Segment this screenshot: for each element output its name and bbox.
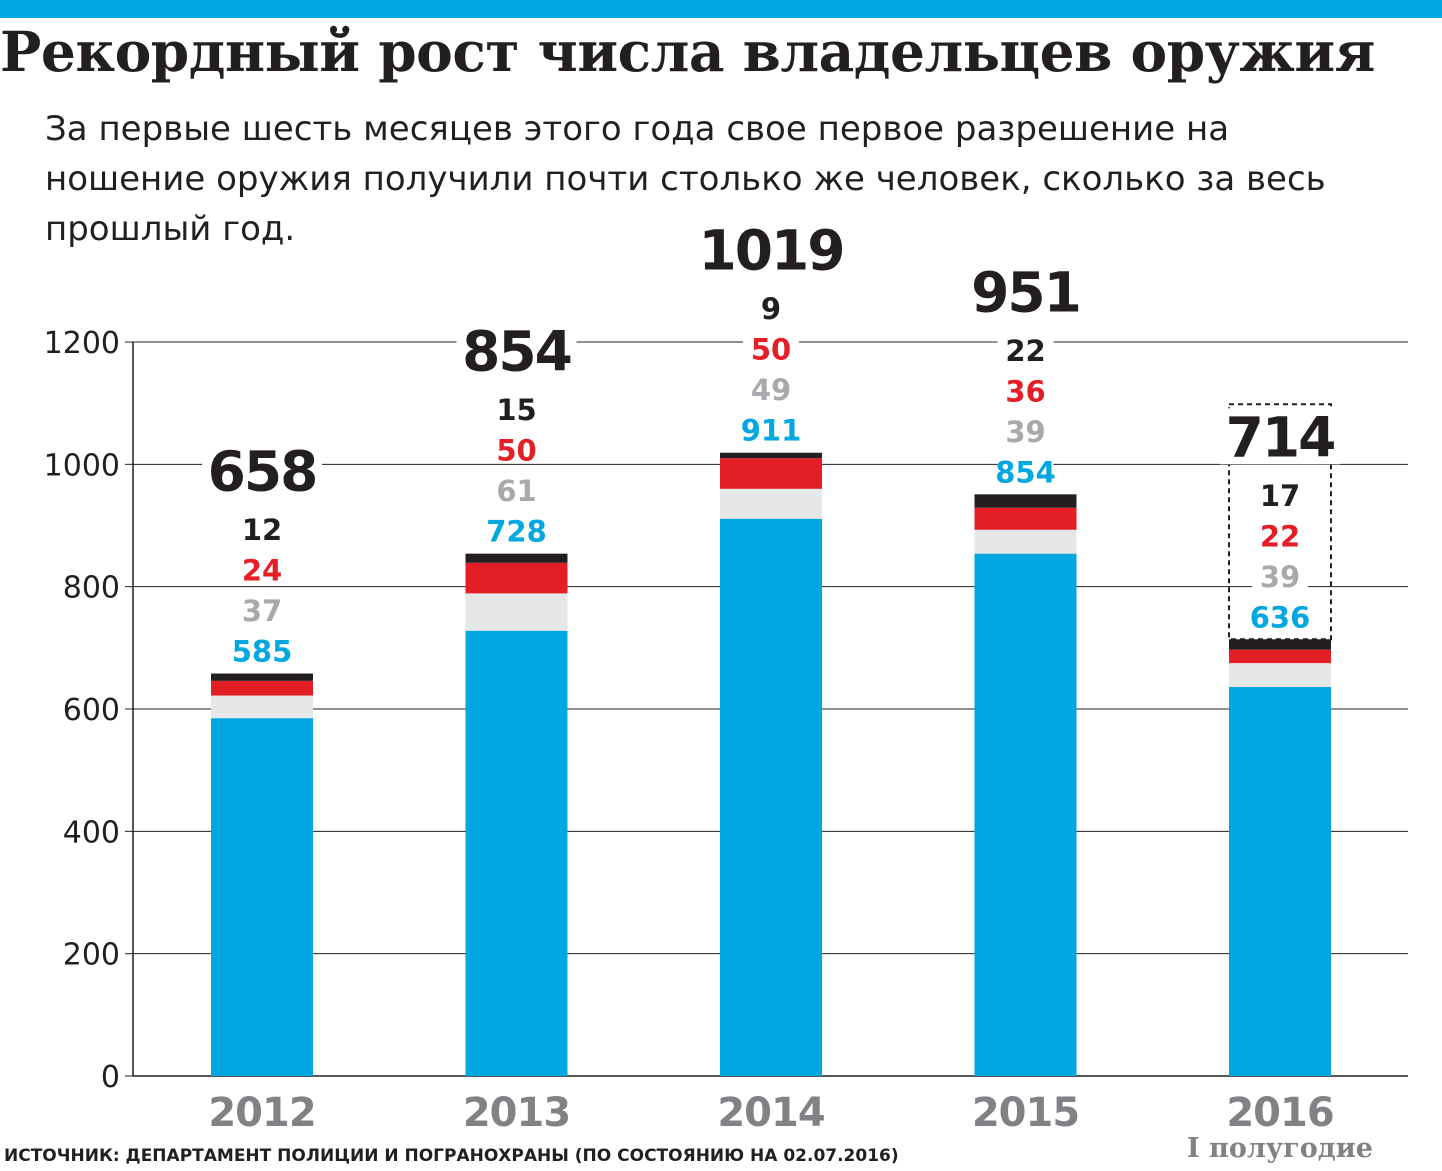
value-label-2016-s1: 39 [1260, 560, 1300, 594]
value-label-2016-s0: 636 [1250, 600, 1311, 634]
x-tick-label-2012: 2012 [208, 1090, 315, 1136]
bar-segment-2015-s3 [974, 494, 1077, 508]
total-backdrop [1220, 408, 1340, 465]
total-label-2013: 854 [462, 320, 571, 384]
chart-subtitle: За первые шесть месяцев этого года свое … [45, 109, 1326, 249]
total-backdrop [456, 322, 577, 379]
label-backdrop [1252, 560, 1308, 593]
x-tick-label-2015: 2015 [972, 1090, 1079, 1136]
x-tick-label-2016: 2016 [1226, 1090, 1333, 1136]
bar-segment-2012-s2 [211, 680, 313, 696]
chart-title: Рекордный рост числа владельцев оружия [0, 19, 1375, 84]
bar-segment-2015-s1 [974, 529, 1077, 554]
value-label-2015-s3: 22 [1005, 334, 1045, 368]
total-backdrop [965, 263, 1086, 320]
value-label-2012-s3: 12 [242, 513, 282, 547]
value-label-2012-s0: 585 [232, 635, 293, 669]
y-tick-label-0: 0 [101, 1060, 120, 1095]
y-tick-label-200: 200 [63, 938, 120, 973]
bar-segment-2013-s0 [465, 630, 568, 1076]
value-label-2015-s0: 854 [995, 455, 1056, 489]
value-label-2014-s2: 50 [751, 333, 791, 367]
value-label-2013-s1: 61 [496, 474, 536, 508]
value-label-2016-s3: 17 [1260, 479, 1300, 513]
bar-segment-2016-s0 [1229, 686, 1331, 1076]
bar-segment-2012-s3 [211, 673, 313, 681]
source-note: ИСТОЧНИК: ДЕПАРТАМЕНТ ПОЛИЦИИ И ПОГРАНОХ… [4, 1146, 899, 1166]
label-backdrop [743, 333, 799, 366]
value-label-2014-s3: 9 [761, 292, 781, 326]
value-label-2014-s0: 911 [741, 414, 802, 448]
value-label-2012-s1: 37 [242, 594, 282, 628]
value-label-2013-s2: 50 [496, 434, 536, 468]
bar-segment-2015-s2 [974, 507, 1077, 530]
value-label-2016-s2: 22 [1260, 519, 1300, 553]
total-label-2012: 658 [208, 440, 317, 504]
value-label-2012-s2: 24 [242, 554, 282, 588]
y-tick-label-600: 600 [63, 693, 120, 728]
value-label-2013-s0: 728 [486, 515, 547, 549]
bar-segment-2014-s2 [720, 458, 822, 489]
value-label-2013-s3: 15 [496, 393, 536, 427]
bar-segment-2016-s1 [1229, 663, 1331, 687]
x-tick-label-2013: 2013 [463, 1090, 570, 1136]
total-backdrop [711, 221, 831, 278]
label-backdrop [997, 334, 1054, 367]
total-label-2016: 714 [1226, 405, 1335, 469]
y-tick-label-1200: 1200 [44, 326, 120, 361]
bar-segment-2012-s0 [211, 718, 313, 1076]
value-label-2014-s1: 49 [751, 373, 791, 407]
bar-segment-2013-s1 [465, 593, 568, 631]
bar-segment-2016-s2 [1229, 649, 1331, 664]
bar-segment-2013-s2 [465, 562, 568, 594]
total-label-2015: 951 [971, 260, 1080, 324]
y-tick-label-1000: 1000 [44, 448, 120, 483]
bar-segment-2014-s3 [720, 452, 822, 459]
bar-segment-2013-s3 [465, 553, 568, 563]
label-backdrop [997, 456, 1054, 489]
bar-segment-2016-s3 [1229, 639, 1331, 650]
y-tick-label-800: 800 [63, 571, 120, 606]
bar-segment-2014-s0 [720, 518, 822, 1076]
bar-segment-2015-s0 [974, 553, 1077, 1076]
x-tick-label-2014: 2014 [717, 1090, 824, 1136]
x-tick-note: I полугодие [1187, 1133, 1373, 1164]
bar-segment-2012-s1 [211, 695, 313, 719]
bar-segment-2014-s1 [720, 488, 822, 519]
y-tick-label-400: 400 [63, 815, 120, 850]
top-accent-bar [0, 0, 1442, 18]
value-label-2015-s2: 36 [1005, 374, 1045, 408]
value-label-2015-s1: 39 [1005, 415, 1045, 449]
total-backdrop [202, 442, 322, 499]
total-label-2014: 1019 [698, 219, 843, 283]
